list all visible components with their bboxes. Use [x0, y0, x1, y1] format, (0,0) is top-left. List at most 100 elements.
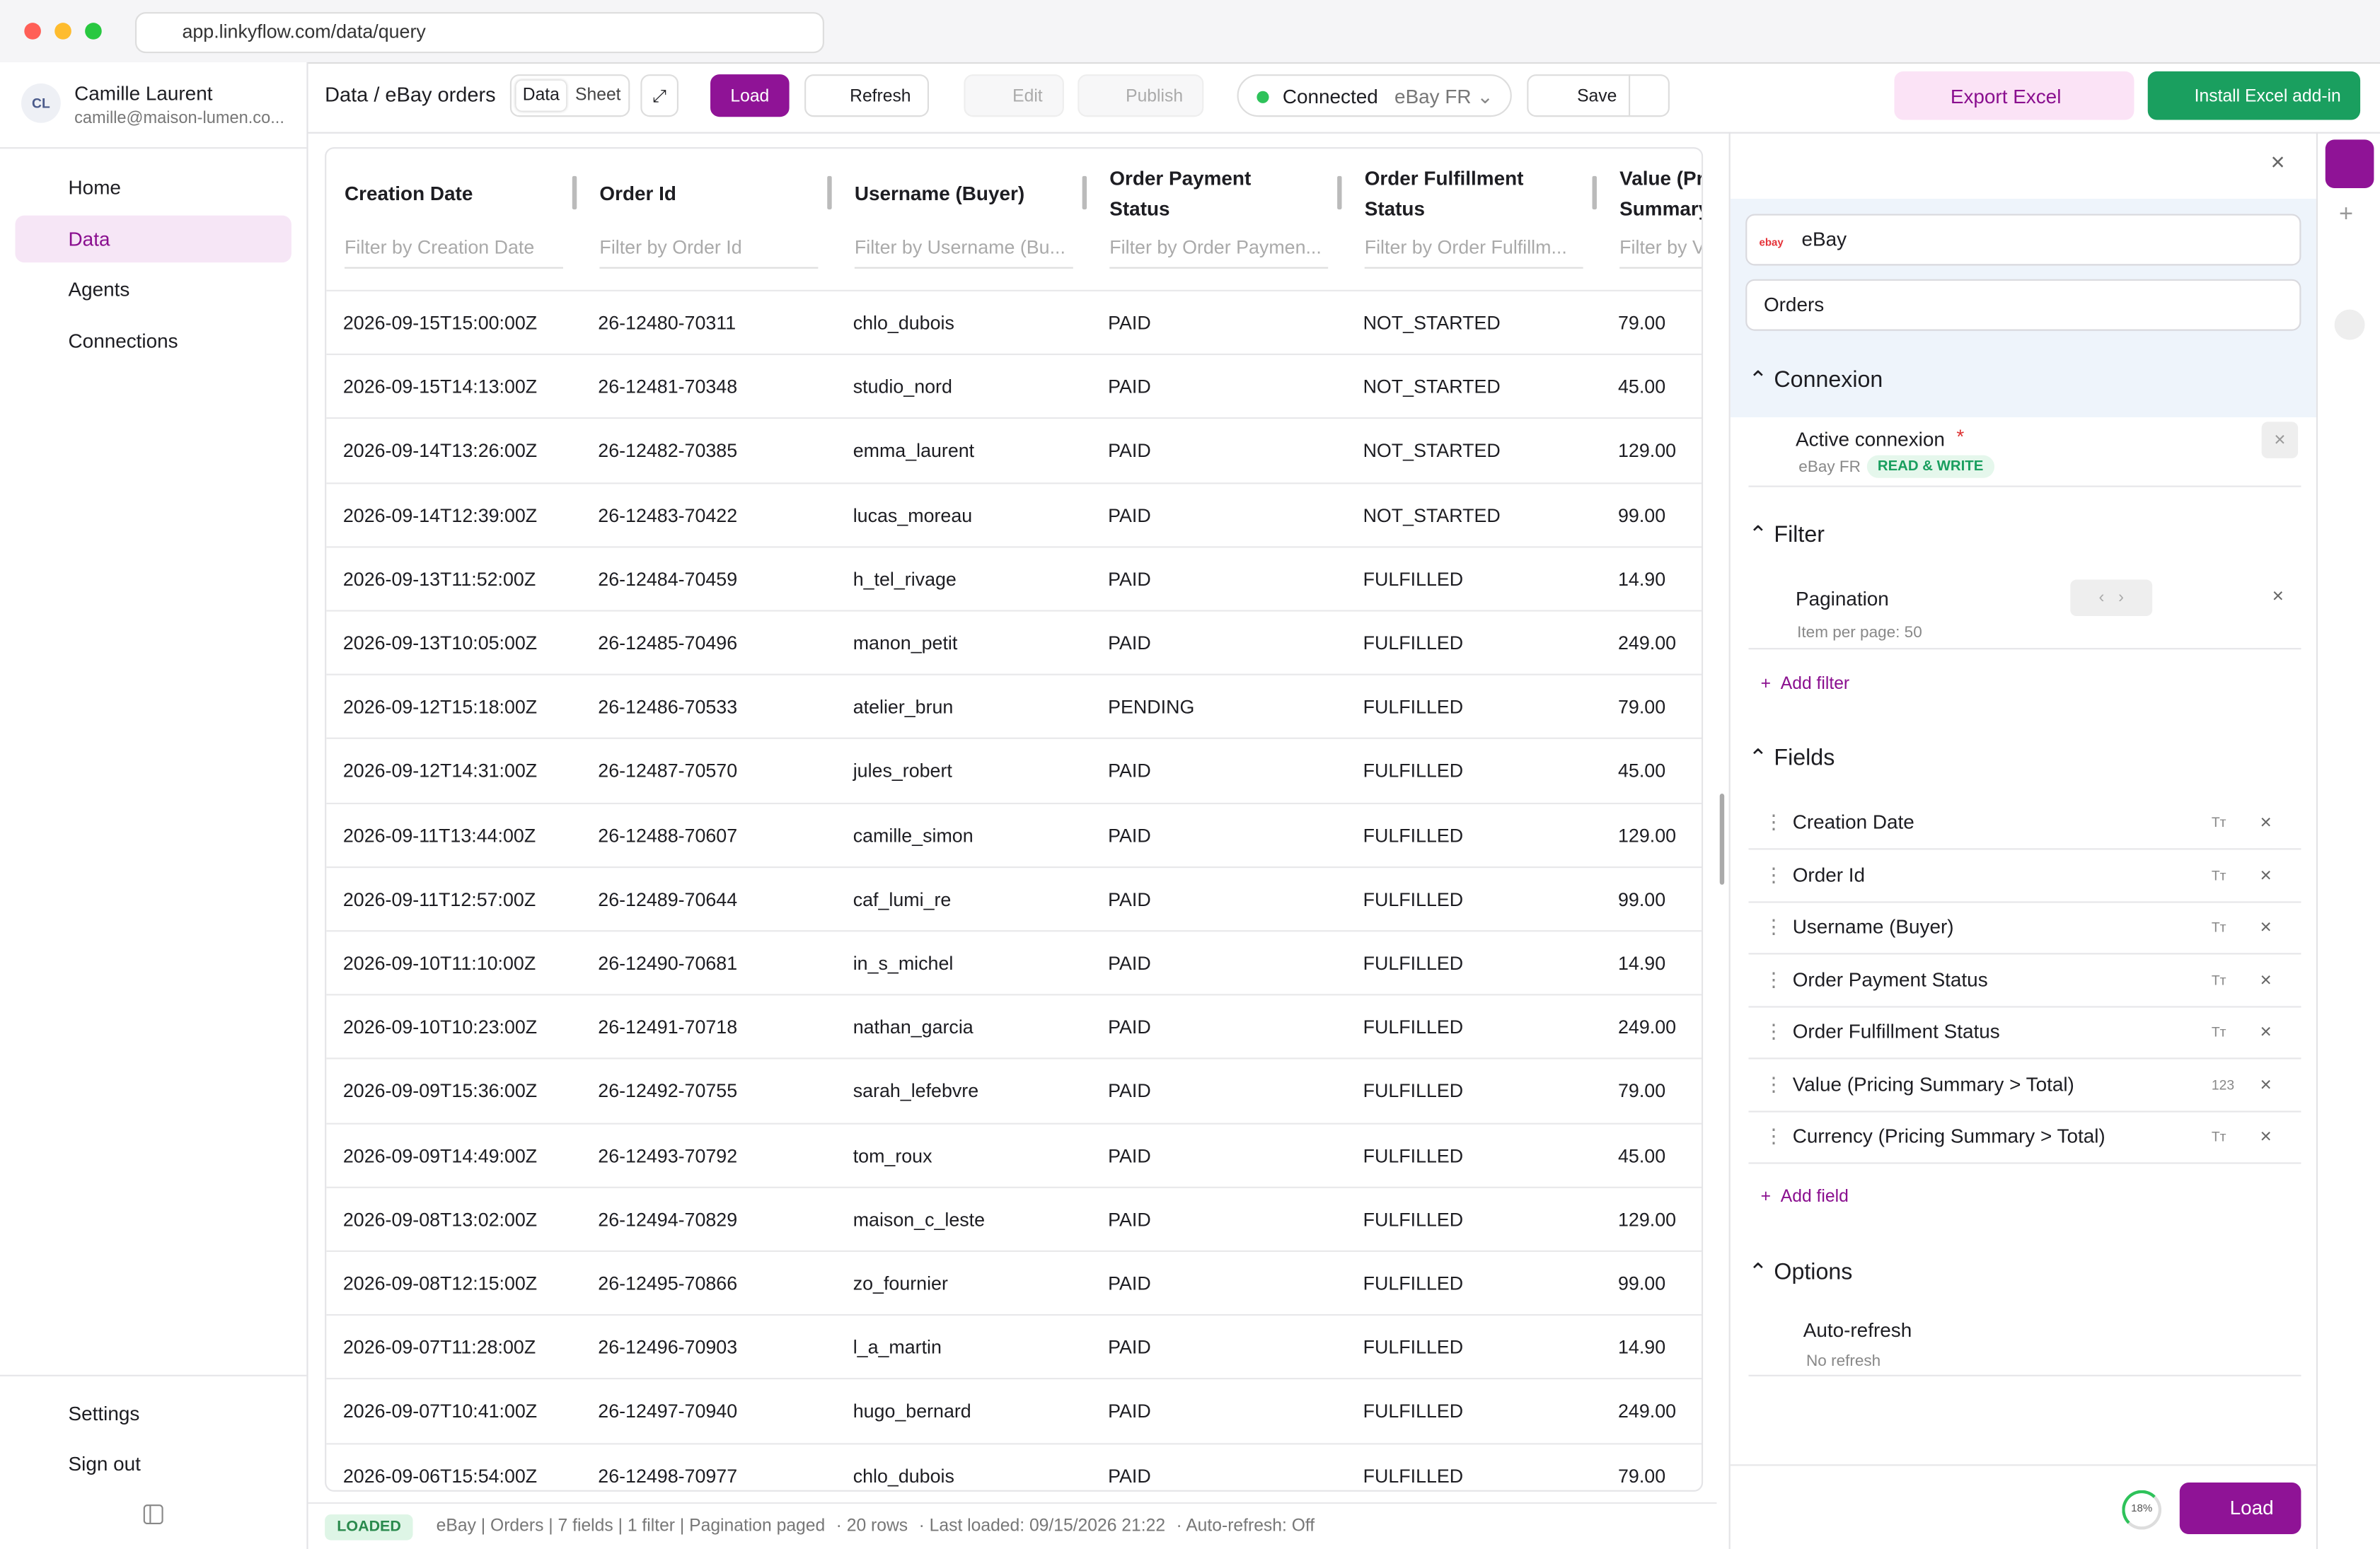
nav-item[interactable]: Settings	[68, 1402, 140, 1425]
url-bar[interactable]: app.linkyflow.com/data/query	[134, 12, 824, 54]
cell: 79.00	[1617, 697, 1666, 719]
column-resizer[interactable]	[572, 175, 577, 210]
column-filter[interactable]: Filter by Value	[1619, 237, 1702, 269]
filter-item: Pagination Item per page: 50 ‹ › ×	[1748, 579, 2301, 650]
search-tool[interactable]	[2334, 309, 2365, 340]
header-label[interactable]: Order Id	[599, 182, 676, 205]
load-button[interactable]: Load	[710, 74, 790, 117]
cell: 26-12495-70866	[598, 1272, 738, 1295]
section-title[interactable]: ⌃ Options	[1748, 1259, 1853, 1286]
column-resizer[interactable]	[827, 175, 832, 210]
divider	[0, 147, 307, 149]
table-row: 2026-09-11T13:44:00Z 26-12488-70607 camill…	[326, 802, 1702, 867]
column-filter[interactable]: Filter by Creation Date	[345, 237, 563, 269]
cell: 45.00	[1617, 760, 1666, 782]
remove[interactable]: ×	[2272, 584, 2284, 608]
remove[interactable]: ×	[2260, 1124, 2272, 1147]
drag-handle[interactable]: ⋮	[1763, 967, 1784, 990]
expand-button[interactable]: ⤢	[640, 74, 678, 117]
nav-item[interactable]: Agents	[68, 277, 130, 301]
nav-item[interactable]: Sign out	[68, 1452, 141, 1475]
section-title[interactable]: ⌃ Fields	[1748, 745, 1835, 771]
add-field[interactable]: + Add field	[1760, 1188, 1849, 1207]
save-button[interactable]: Save	[1527, 74, 1670, 117]
remove[interactable]: ×	[2260, 1019, 2272, 1043]
header-label[interactable]: Username (Buyer)	[854, 182, 1025, 205]
column-filter[interactable]: Filter by Order Paymen...	[1109, 237, 1329, 269]
drag-handle[interactable]: ⋮	[1763, 810, 1784, 833]
nav-item[interactable]: Data	[15, 214, 291, 262]
source-select[interactable]: ebay eBay	[1745, 214, 2301, 266]
cell: 26-12497-70940	[598, 1401, 738, 1423]
table-row: 2026-09-13T11:52:00Z 26-12484-70459 h_tel_…	[326, 545, 1702, 611]
field-type: 123	[2211, 1077, 2235, 1092]
column-resizer[interactable]	[1337, 175, 1342, 210]
drag-handle[interactable]: ⋮	[1763, 1019, 1784, 1043]
cell: 2026-09-13T11:52:00Z	[342, 569, 536, 591]
remove[interactable]: ×	[2260, 1072, 2272, 1095]
add-filter[interactable]: + Add filter	[1760, 675, 1850, 694]
cell: 26-12490-70681	[598, 953, 738, 975]
cell: PAID	[1108, 376, 1151, 398]
column-filter[interactable]: Filter by Order Id	[599, 237, 819, 269]
publish-button[interactable]: Publish	[1078, 74, 1204, 117]
header-label[interactable]: Order Payment Status	[1109, 166, 1252, 221]
max-dot[interactable]	[85, 23, 102, 40]
field-name: Order Payment Status	[1792, 967, 1988, 990]
cell: 2026-09-10T11:10:00Z	[342, 953, 536, 975]
add-tool[interactable]: +	[2339, 202, 2354, 228]
column-resizer[interactable]	[1082, 175, 1087, 210]
export-button[interactable]: Export Excel	[1894, 71, 2135, 120]
tab[interactable]: Data	[516, 80, 567, 111]
header-label[interactable]: Creation Date	[345, 182, 473, 205]
close-dot[interactable]	[24, 23, 41, 40]
collapse-icon[interactable]	[143, 1504, 164, 1525]
field-item: ⋮ Order Payment Status Tт ×	[1748, 953, 2301, 1007]
drag-handle[interactable]: ⋮	[1763, 1072, 1784, 1095]
header-label[interactable]: Order Fulfillment Status	[1364, 166, 1524, 221]
drag-handle[interactable]: ⋮	[1763, 1124, 1784, 1147]
install-button[interactable]: Install Excel add-in	[2147, 71, 2361, 120]
user-email: camille@maison-lumen.co...	[74, 109, 284, 128]
breadcrumb: Data / eBay orders	[325, 83, 496, 107]
column-resizer[interactable]	[1592, 175, 1597, 210]
refresh-button[interactable]: Refresh	[804, 74, 929, 117]
pager[interactable]: ‹ ›	[2070, 579, 2153, 617]
remove[interactable]: ×	[2260, 915, 2272, 938]
table-row: 2026-09-11T12:57:00Z 26-12489-70644 caf_lu…	[326, 866, 1702, 932]
cell: 26-12493-70792	[598, 1144, 738, 1166]
header-label[interactable]: Value (Pricing Summary > Total)	[1619, 166, 1704, 221]
edit-button[interactable]: Edit	[964, 74, 1064, 117]
connection-pill[interactable]: Connected eBay FR ⌄	[1237, 74, 1512, 117]
section-title[interactable]: ⌃ Filter	[1748, 522, 1825, 548]
tab[interactable]: Sheet	[575, 86, 621, 105]
remove[interactable]: ×	[2260, 967, 2272, 990]
close-panel[interactable]: ×	[2270, 150, 2285, 176]
table-row: 2026-09-14T12:39:00Z 26-12483-70422 lucas_…	[326, 482, 1702, 547]
cell: PAID	[1108, 504, 1151, 526]
section-title[interactable]: ⌃ Connexion	[1748, 367, 1883, 393]
object: Orders	[1763, 293, 1825, 316]
remove[interactable]: ×	[2260, 810, 2272, 833]
filter-tool[interactable]	[2325, 139, 2374, 189]
remove[interactable]: ×	[2261, 422, 2299, 458]
column-filter[interactable]: Filter by Username (Bu...	[854, 237, 1073, 269]
drag-handle[interactable]: ⋮	[1763, 862, 1784, 886]
status-bar: LOADED eBay | Orders | 7 fields | 1 filt…	[308, 1502, 1717, 1549]
cell: 14.90	[1617, 569, 1666, 591]
remove[interactable]: ×	[2260, 862, 2272, 886]
field-item: ⋮ Currency (Pricing Summary > Total) Tт ×	[1748, 1110, 2301, 1164]
object-select[interactable]: Orders	[1745, 279, 2301, 331]
cell: FULFILLED	[1363, 1144, 1464, 1166]
resize-handle[interactable]	[1719, 794, 1725, 885]
nav-item[interactable]: Connections	[68, 328, 178, 352]
cell: 249.00	[1617, 1016, 1677, 1038]
panel-load[interactable]: Load	[2179, 1483, 2301, 1534]
min-dot[interactable]	[54, 23, 71, 40]
cell: camille_simon	[853, 825, 974, 847]
drag-handle[interactable]: ⋮	[1763, 915, 1784, 938]
required: *	[1956, 424, 1965, 448]
nav-item[interactable]: Home	[68, 175, 121, 199]
cell: PAID	[1108, 1272, 1151, 1295]
column-filter[interactable]: Filter by Order Fulfillm...	[1364, 237, 1583, 269]
